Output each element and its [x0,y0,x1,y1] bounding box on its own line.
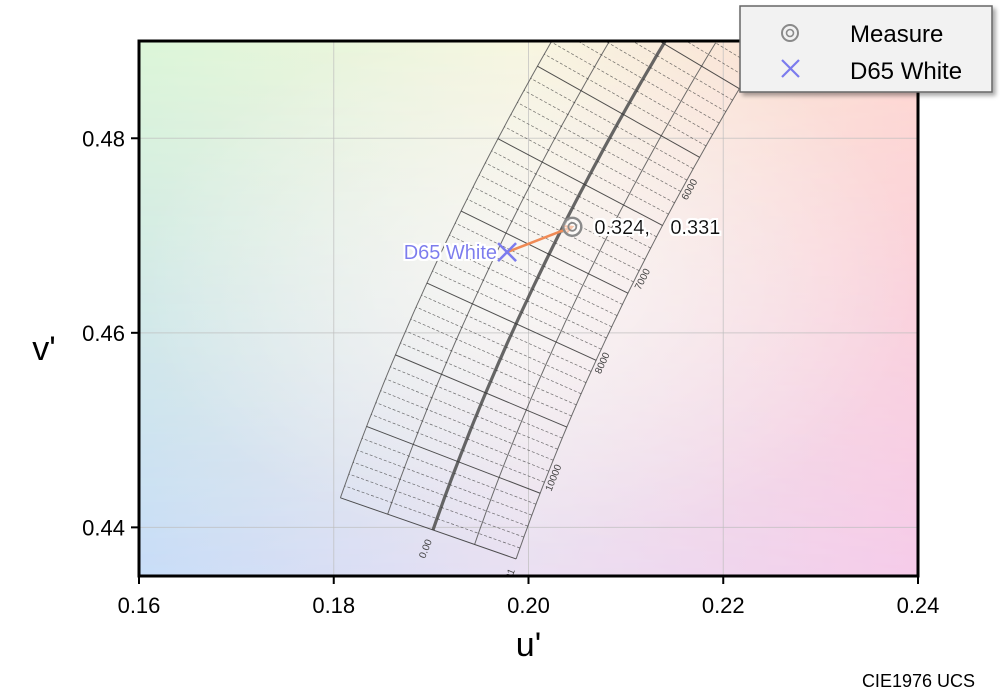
isotherm-minor [485,162,651,249]
y-tick-label: 0.44 [82,515,125,540]
legend-measure-label: Measure [850,21,943,48]
isotherm-minor [576,41,720,124]
isotherm-minor [466,198,634,283]
isotherm-minor [432,270,602,350]
isotherm-minor [551,41,713,135]
isotherm-minor [400,342,572,417]
x-axis-label: u' [516,626,541,664]
isotherm-minor [371,414,545,483]
isotherm-minor [415,306,587,383]
isotherm-minor [375,402,549,472]
isotherm-minor [604,41,726,112]
isotherm-major [426,282,597,361]
legend: Measure D65 White [739,5,993,93]
x-tick-label: 0.16 [118,593,161,618]
isotherm-major [366,425,541,494]
isotherm-minor [385,378,558,450]
measure-value-y: 0.331 [670,217,720,239]
isotherm-minor [472,186,640,271]
legend-d65-x-icon [781,59,800,78]
duv-isoline [515,65,754,560]
legend-measure-icon [781,24,799,42]
isotherm-minor [523,90,688,181]
isotherm-minor [530,78,694,170]
isotherm-major [340,497,517,560]
isotherm-minor [437,258,607,339]
y-axis-label: v' [32,330,56,368]
duv-label: 0.01 [500,567,518,590]
isotherm-minor [357,449,532,516]
isotherm-minor [348,473,524,538]
isotherm-minor [390,366,563,439]
x-tick-label: 0.24 [897,593,940,618]
isotherm-minor [380,390,554,461]
isotherm-major [537,65,700,158]
legend-box [739,5,993,93]
isotherm-minor [517,102,681,192]
isotherm-minor [711,41,754,66]
isotherm-minor [449,234,618,316]
y-tick-label: 0.48 [82,126,125,151]
isotherm-minor [361,438,537,505]
footer-title: CIE1976 UCS [862,671,975,691]
isotherm-minor [544,53,707,147]
axis-ticks: 0.16 0.18 0.20 0.22 0.24 0.44 0.46 0.48 [82,126,939,618]
isotherm-minor [479,174,646,260]
y-tick-label: 0.46 [82,321,125,346]
d65-point-label: D65 White [404,242,497,264]
isotherm-minor [421,294,592,372]
isotherm-major [497,138,663,226]
x-tick-label: 0.20 [507,593,550,618]
isotherm-major [460,210,629,294]
data-points: D65 White 0.324, 0.331 [404,216,720,264]
isotherm-minor [631,41,733,101]
isotherm-minor [405,330,577,406]
d65-white-marker [497,242,517,262]
isotherm-minor [504,126,669,215]
measure-connector-line [506,225,573,254]
x-tick-label: 0.22 [702,593,745,618]
isotherm-minor [491,150,657,238]
duv-isoline [474,42,717,545]
isotherm-minor [455,222,623,305]
isotherm-minor [443,246,612,328]
isotherm-major [395,354,568,428]
measure-value-x: 0.324, [594,217,650,239]
isotherm-minor [353,461,528,527]
isotherm-minor [344,485,521,549]
x-tick-label: 0.18 [312,593,355,618]
isotherm-minor [410,318,582,395]
legend-d65-label: D65 White [850,58,962,85]
isotherm-minor [510,114,675,204]
measure-point-marker [562,216,583,237]
isotherm-minor [685,41,747,78]
